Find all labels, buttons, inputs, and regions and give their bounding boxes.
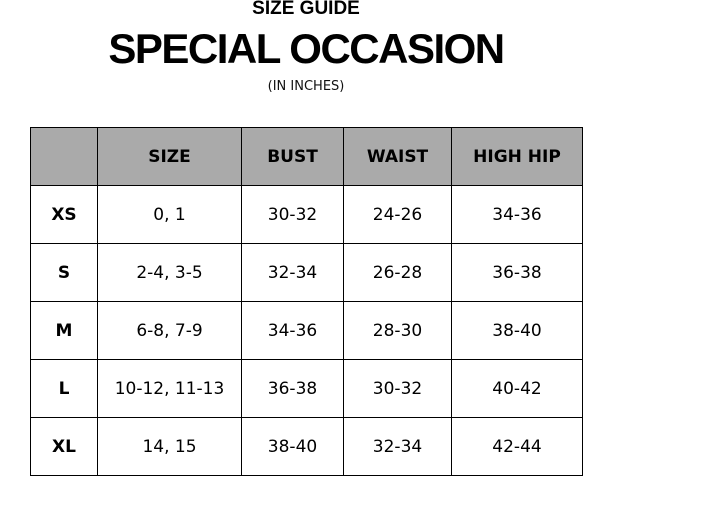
- column-header-size: SIZE: [97, 127, 242, 186]
- size-table: SIZE BUST WAIST HIGH HIP XS 0, 1 30-32 24-2…: [30, 127, 583, 476]
- cell-size-number: 2-4, 3-5: [97, 243, 242, 302]
- column-header-bust: BUST: [241, 127, 344, 186]
- cell-bust: 36-38: [241, 359, 344, 418]
- cell-bust: 38-40: [241, 417, 344, 476]
- cell-high-hip: 38-40: [451, 301, 583, 360]
- cell-high-hip: 36-38: [451, 243, 583, 302]
- table-row: S 2-4, 3-5 32-34 26-28 36-38: [30, 243, 583, 302]
- cell-size-label: L: [30, 359, 98, 418]
- table-row: L 10-12, 11-13 36-38 30-32 40-42: [30, 359, 583, 418]
- size-guide-label: SIZE GUIDE: [252, 0, 360, 19]
- cell-waist: 30-32: [343, 359, 452, 418]
- table-row: XL 14, 15 38-40 32-34 42-44: [30, 417, 583, 476]
- column-header-label: [30, 127, 98, 186]
- cell-size-label: M: [30, 301, 98, 360]
- cell-bust: 32-34: [241, 243, 344, 302]
- cell-size-label: XS: [30, 185, 98, 244]
- column-header-waist: WAIST: [343, 127, 452, 186]
- cell-high-hip: 34-36: [451, 185, 583, 244]
- unit-note: (IN INCHES): [267, 79, 345, 94]
- cell-size-number: 0, 1: [97, 185, 242, 244]
- page-title: SPECIAL OCCASION: [108, 25, 505, 72]
- cell-waist: 32-34: [343, 417, 452, 476]
- cell-high-hip: 40-42: [451, 359, 583, 418]
- cell-size-number: 6-8, 7-9: [97, 301, 242, 360]
- table-header-row: SIZE BUST WAIST HIGH HIP: [30, 127, 583, 186]
- cell-size-label: S: [30, 243, 98, 302]
- cell-waist: 26-28: [343, 243, 452, 302]
- cell-bust: 34-36: [241, 301, 344, 360]
- cell-bust: 30-32: [241, 185, 344, 244]
- cell-size-number: 10-12, 11-13: [97, 359, 242, 418]
- cell-waist: 24-26: [343, 185, 452, 244]
- cell-high-hip: 42-44: [451, 417, 583, 476]
- column-header-high-hip: HIGH HIP: [451, 127, 583, 186]
- cell-size-label: XL: [30, 417, 98, 476]
- cell-size-number: 14, 15: [97, 417, 242, 476]
- table-row: XS 0, 1 30-32 24-26 34-36: [30, 185, 583, 244]
- cell-waist: 28-30: [343, 301, 452, 360]
- table-row: M 6-8, 7-9 34-36 28-30 38-40: [30, 301, 583, 360]
